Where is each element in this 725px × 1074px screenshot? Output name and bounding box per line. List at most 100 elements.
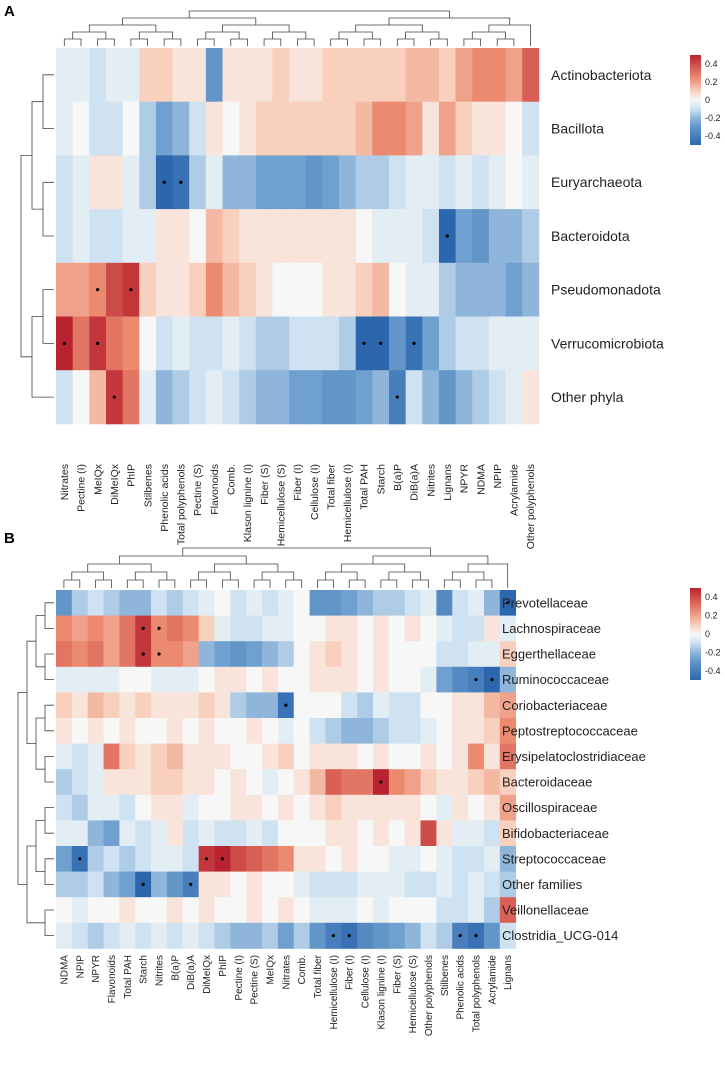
heatmap-cell — [436, 641, 453, 668]
heatmap-cell — [404, 846, 421, 872]
heatmap-cell — [499, 718, 517, 744]
heatmap-cell — [452, 820, 469, 847]
heatmap-cell — [103, 641, 120, 668]
dendrogram-branch — [412, 579, 429, 588]
heatmap-cell — [71, 922, 89, 949]
significance-marker — [490, 678, 494, 682]
column-label: MeIQx — [92, 463, 104, 495]
heatmap-cell — [122, 155, 140, 210]
heatmap-cell — [357, 922, 374, 949]
heatmap-cell — [155, 316, 173, 371]
heatmap-cell — [325, 871, 342, 898]
heatmap-cell — [499, 871, 517, 898]
heatmap-cell — [472, 370, 490, 425]
heatmap-cell — [103, 897, 120, 924]
row-label: Eggerthellaceae — [502, 647, 596, 662]
significance-marker — [474, 934, 478, 938]
heatmap-cell — [246, 922, 263, 949]
heatmap-cell — [488, 262, 506, 317]
heatmap-cell — [522, 101, 540, 156]
heatmap-cell — [198, 820, 215, 847]
heatmap-cell — [305, 262, 323, 317]
heatmap-panel-a: A Actinobacteriota Bacillota Euryarchaeota B… — [4, 3, 721, 549]
heatmap-cell — [151, 897, 168, 924]
heatmap-cell — [71, 718, 89, 744]
heatmap-cell — [455, 155, 473, 210]
heatmap-cell — [119, 743, 136, 770]
heatmap-cell — [389, 101, 407, 156]
heatmap-cell — [309, 615, 326, 642]
heatmap-cell — [436, 794, 453, 821]
heatmap-cell — [522, 262, 540, 317]
heatmap-cell — [472, 155, 490, 210]
heatmap-cell — [293, 820, 310, 847]
heatmap-cell — [89, 209, 107, 264]
heatmap-cell — [499, 897, 517, 924]
dendrogram-branch — [285, 579, 303, 588]
heatmap-cell — [56, 743, 73, 770]
heatmap-cell — [325, 615, 342, 642]
dendrogram-branch — [190, 579, 207, 588]
heatmap-cell — [155, 262, 173, 317]
heatmap-cell — [483, 794, 501, 821]
heatmap-cell — [272, 101, 290, 156]
heatmap-cell — [293, 615, 310, 642]
heatmap-cell — [388, 641, 406, 668]
heatmap-cell — [388, 897, 406, 924]
heatmap-cell — [87, 922, 104, 949]
dendrogram-branch — [330, 38, 348, 46]
heatmap-cell — [89, 101, 107, 156]
heatmap-cell — [166, 769, 184, 796]
heatmap-cell — [499, 666, 517, 693]
heatmap-cell — [499, 922, 517, 949]
heatmap-cell — [341, 769, 358, 796]
row-label: Erysipelatoclostridiaceae — [502, 749, 646, 764]
heatmap-cell — [322, 155, 340, 210]
heatmap-cell — [305, 370, 323, 425]
heatmap-cell — [56, 897, 73, 924]
heatmap-cell — [388, 922, 406, 949]
dendrogram-branch — [380, 579, 398, 588]
heatmap-cell — [341, 871, 358, 898]
heatmap-cell — [388, 692, 406, 719]
heatmap-cell — [151, 743, 168, 770]
heatmap-cell — [214, 743, 231, 770]
dendrogram-branch — [443, 579, 461, 588]
legend-tick-label: 0.2 — [705, 77, 718, 87]
heatmap-cell — [373, 922, 390, 949]
heatmap-cell — [372, 209, 390, 264]
dendrogram-branch — [263, 38, 282, 46]
heatmap-cell — [205, 48, 223, 103]
heatmap-cell — [139, 155, 157, 210]
heatmap-cell — [483, 871, 501, 898]
column-label: MeIQx — [265, 955, 276, 984]
dendrogram-branch — [488, 24, 531, 46]
dendrogram-branch — [44, 858, 54, 885]
heatmap-cell — [87, 718, 104, 744]
column-label: Fiber (I) — [345, 955, 356, 990]
dendrogram-branch — [63, 579, 81, 588]
column-label: Hemicellulose (I) — [342, 464, 354, 542]
heatmap-cell — [122, 316, 140, 371]
row-label: Bacillota — [551, 120, 604, 136]
heatmap-cell — [119, 871, 136, 898]
heatmap-cell — [105, 155, 123, 210]
legend-tick-label: 0.4 — [705, 59, 718, 69]
dendrogram-branch — [205, 31, 240, 39]
heatmap-cell — [119, 590, 136, 616]
color-legend-bar — [690, 55, 701, 145]
heatmap-cell — [472, 262, 490, 317]
heatmap-cell — [436, 871, 453, 898]
heatmap-cell — [166, 615, 184, 642]
significance-marker — [362, 341, 366, 345]
heatmap-cell — [404, 590, 421, 616]
heatmap-cell — [389, 155, 407, 210]
heatmap-cell — [436, 666, 453, 693]
heatmap-cell — [205, 316, 223, 371]
heatmap-cell — [468, 769, 485, 796]
heatmap-cell — [505, 155, 523, 210]
significance-marker — [379, 780, 383, 784]
heatmap-cell — [455, 209, 473, 264]
heatmap-cell — [277, 820, 295, 847]
heatmap-cell — [119, 897, 136, 924]
